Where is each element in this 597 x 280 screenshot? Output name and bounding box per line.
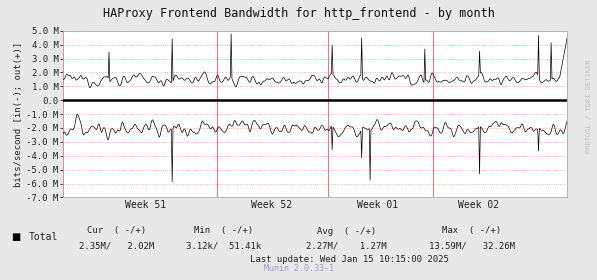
Text: Week 52: Week 52 — [251, 200, 293, 210]
Text: Munin 2.0.33-1: Munin 2.0.33-1 — [263, 264, 334, 273]
Text: Week 51: Week 51 — [125, 200, 167, 210]
Text: Min  ( -/+): Min ( -/+) — [194, 227, 254, 235]
Text: Week 02: Week 02 — [458, 200, 500, 210]
Text: Week 01: Week 01 — [358, 200, 399, 210]
Text: HAProxy Frontend Bandwidth for http_frontend - by month: HAProxy Frontend Bandwidth for http_fron… — [103, 7, 494, 20]
Text: Max  ( -/+): Max ( -/+) — [442, 227, 501, 235]
Text: Cur  ( -/+): Cur ( -/+) — [87, 227, 146, 235]
Y-axis label: bits/second [in(-); out(+)]: bits/second [in(-); out(+)] — [14, 41, 23, 187]
Text: Total: Total — [29, 232, 58, 242]
Text: ■: ■ — [11, 232, 20, 242]
Text: 13.59M/   32.26M: 13.59M/ 32.26M — [429, 242, 515, 251]
Text: 2.35M/   2.02M: 2.35M/ 2.02M — [79, 242, 154, 251]
Text: 2.27M/    1.27M: 2.27M/ 1.27M — [306, 242, 387, 251]
Text: RRDTOOL / TOBI OETIKER: RRDTOOL / TOBI OETIKER — [586, 60, 592, 153]
Text: Last update: Wed Jan 15 10:15:00 2025: Last update: Wed Jan 15 10:15:00 2025 — [250, 255, 449, 263]
Text: Avg  ( -/+): Avg ( -/+) — [316, 227, 376, 235]
Text: 3.12k/  51.41k: 3.12k/ 51.41k — [186, 242, 261, 251]
